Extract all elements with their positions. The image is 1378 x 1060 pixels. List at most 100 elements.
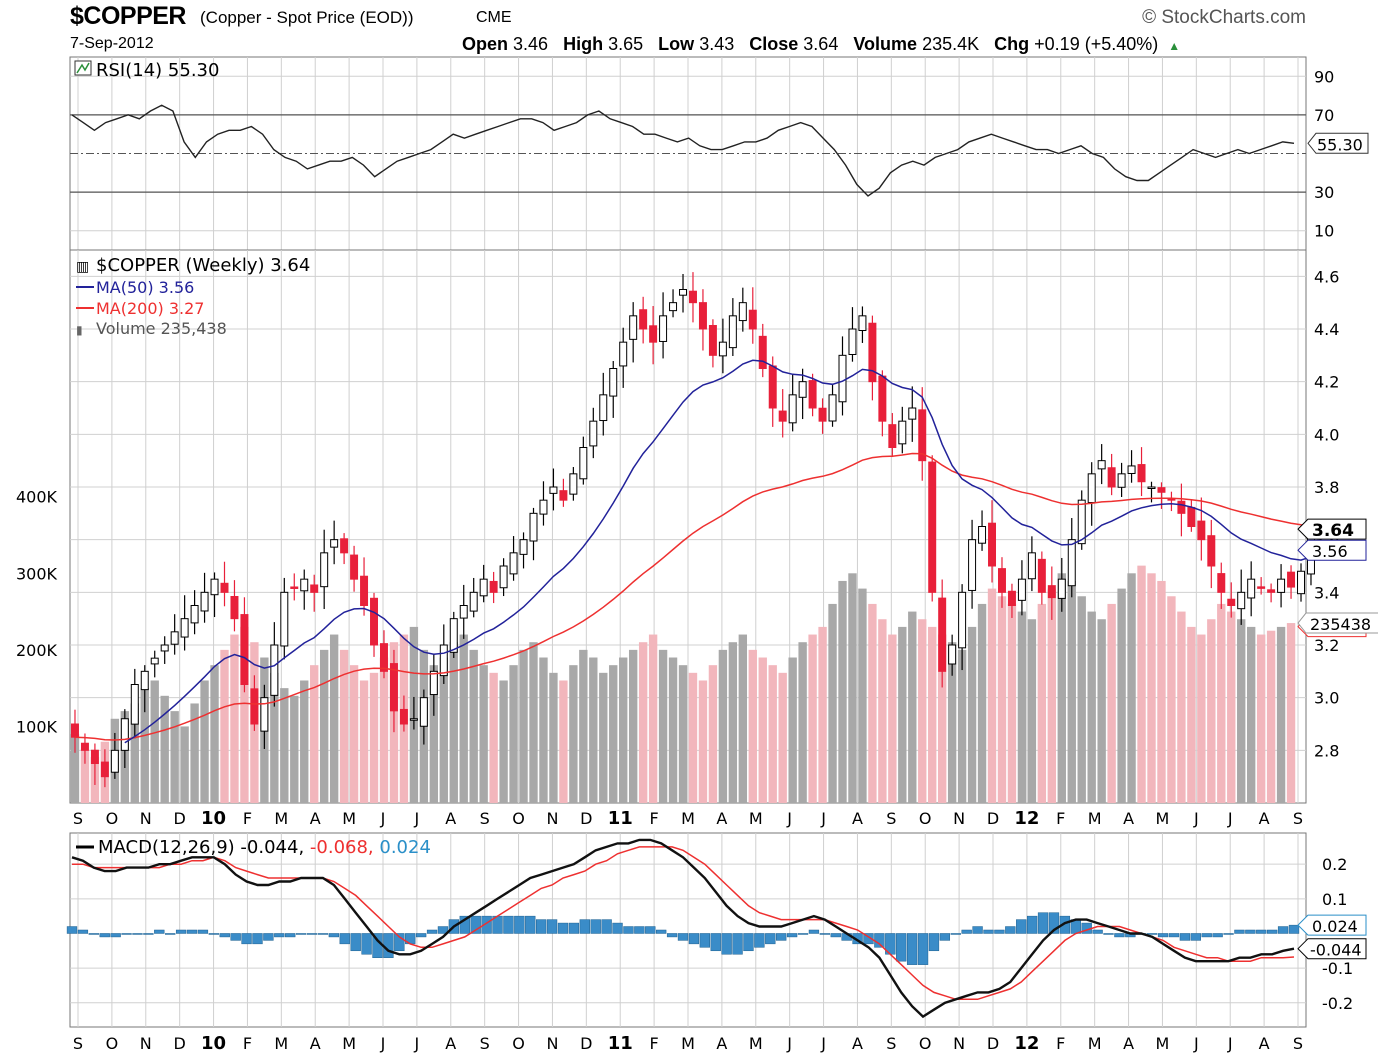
- volume-bar: [589, 657, 598, 803]
- macd-legend-signal: -0.068,: [310, 837, 379, 858]
- candle-body: [1107, 467, 1116, 488]
- volume-value: 235.4K: [922, 34, 980, 54]
- price-x-tick-label: A: [1123, 809, 1134, 828]
- brand-name: StockCharts.com: [1161, 7, 1306, 28]
- volume-bar: [1187, 626, 1196, 803]
- volume-bar: [130, 703, 139, 803]
- price-x-tick-label: J: [786, 809, 792, 828]
- volume-bar: [1007, 603, 1017, 803]
- volume-tick-label: 300K: [16, 564, 58, 583]
- price-tick-label: 3.2: [1314, 636, 1339, 655]
- candle-body: [489, 580, 498, 593]
- volume-bar: [270, 672, 279, 803]
- volume-bar: [359, 680, 369, 803]
- macd-histogram-bar: [110, 933, 121, 938]
- volume-bar: [738, 634, 748, 803]
- rsi-panel: 90 70 30 10 RSI(14) 55.30 55.30: [69, 56, 1369, 251]
- candle-body: [728, 315, 737, 349]
- candle-body: [559, 490, 568, 501]
- volume-bar: [1027, 619, 1037, 803]
- macd-x-tick-label: A: [716, 1034, 727, 1053]
- macd-histogram-bar: [219, 933, 230, 938]
- volume-bar: [1276, 626, 1286, 803]
- volume-bar: [788, 657, 797, 803]
- volume-bar: [628, 649, 638, 803]
- macd-histogram-bar: [786, 933, 798, 938]
- price-x-tick-label: O: [512, 809, 525, 828]
- volume-bar: [619, 657, 628, 803]
- candle-body: [898, 420, 907, 445]
- volume-bar: [300, 680, 309, 803]
- high-label: High: [563, 34, 604, 54]
- volume-legend: Volume 235,438: [96, 319, 227, 338]
- price-x-tick-label: A: [310, 809, 321, 828]
- volume-bar: [1127, 573, 1136, 803]
- candle-body: [938, 597, 947, 672]
- volume-bar: [539, 657, 548, 803]
- candle-body: [240, 614, 249, 685]
- volume-bar: [1256, 634, 1266, 803]
- candle-body: [1207, 535, 1216, 567]
- volume-bar: [638, 642, 648, 803]
- volume-bar: [549, 672, 558, 803]
- volume-bar: [947, 642, 957, 803]
- macd-x-tick-label: M: [681, 1034, 695, 1053]
- candle-body: [858, 315, 867, 332]
- candle-body: [200, 591, 209, 612]
- macd-histogram-bar: [906, 933, 918, 965]
- price-x-tick-label: M: [1156, 809, 1170, 828]
- macd-histogram-bar: [950, 933, 961, 935]
- volume-bar: [509, 665, 518, 803]
- price-x-tick-label: S: [886, 809, 896, 828]
- macd-legend-main: MACD(12,26,9) -0.044,: [98, 837, 310, 858]
- volume-bar: [429, 665, 439, 803]
- macd-x-tick-label: M: [1156, 1034, 1170, 1053]
- macd-histogram-bar: [1147, 933, 1158, 935]
- candle-body: [808, 380, 817, 409]
- macd-histogram-bar: [1103, 933, 1114, 935]
- candle-body: [868, 322, 877, 383]
- volume-bar: [838, 580, 847, 803]
- price-panel: 4.64.44.24.03.83.63.43.23.02.8400K300K20…: [16, 249, 1378, 829]
- price-legend-icon: ▥: [76, 259, 89, 275]
- macd-histogram-bar: [743, 933, 754, 952]
- candle-body: [1067, 539, 1076, 587]
- macd-histogram-bar: [186, 929, 198, 934]
- macd-histogram-bar: [1059, 915, 1071, 934]
- macd-histogram-bar: [361, 933, 372, 955]
- volume-bar: [569, 665, 578, 803]
- candle-body: [958, 591, 967, 649]
- candle-body: [838, 354, 847, 403]
- macd-histogram-bar: [928, 933, 940, 952]
- candle-body: [579, 447, 588, 480]
- macd-histogram-bar: [1016, 919, 1027, 934]
- macd-histogram-bar: [1179, 933, 1191, 941]
- price-tick-label: 4.4: [1314, 320, 1339, 339]
- macd-histogram-bar: [797, 933, 809, 935]
- volume-bar: [987, 588, 997, 803]
- macd-histogram-bar: [459, 915, 470, 934]
- candle-body: [290, 586, 299, 589]
- candle-body: [1057, 578, 1066, 599]
- price-tick-label: 4.2: [1314, 373, 1339, 392]
- high-value: 3.65: [608, 34, 644, 54]
- price-x-tick-label: N: [140, 809, 152, 828]
- ma200-line: [74, 452, 1312, 741]
- macd-histogram-bar: [394, 933, 405, 952]
- volume-tag: [1297, 612, 1378, 634]
- volume-bar: [369, 672, 379, 803]
- volume-bar: [449, 642, 458, 803]
- macd-x-tick-label: F: [243, 1034, 252, 1053]
- macd-histogram-bar: [274, 933, 285, 938]
- macd-x-tick-label: O: [512, 1034, 525, 1053]
- macd-histogram-bar: [1212, 933, 1223, 938]
- open-label: Open: [462, 34, 509, 54]
- macd-x-tick-label: J: [1193, 1034, 1199, 1053]
- exchange-label: CME: [476, 9, 512, 26]
- macd-histogram-bar: [961, 929, 972, 934]
- volume-bar: [808, 634, 817, 803]
- macd-tick-label: 0.1: [1322, 890, 1347, 909]
- price-x-tick-label: A: [1259, 809, 1270, 828]
- volume-bar: [140, 688, 149, 803]
